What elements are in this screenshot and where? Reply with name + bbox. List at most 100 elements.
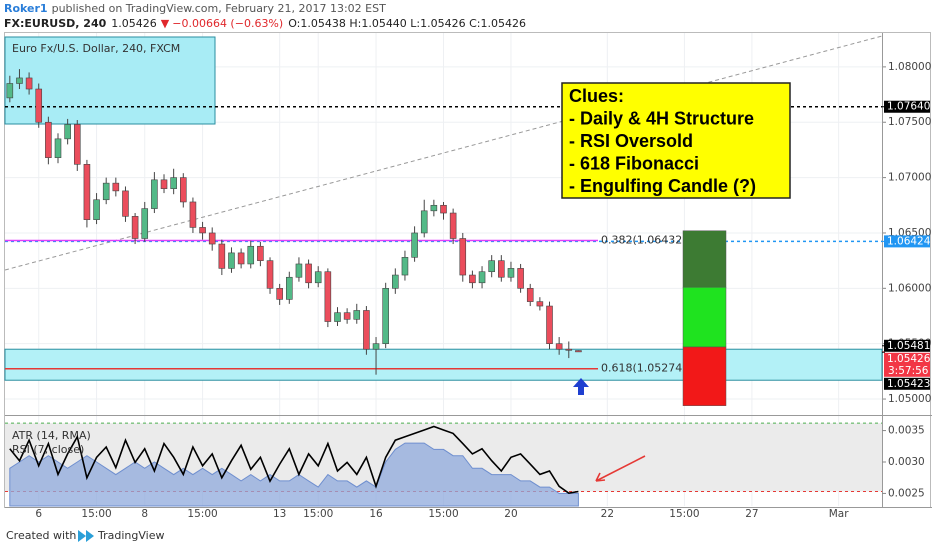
candle-body [517,268,524,289]
candle-body [83,164,91,220]
candle-body [122,190,129,217]
candle-body [170,177,177,189]
x-tick-label: 15:00 [669,508,699,520]
candle-body [314,271,322,284]
clue-line: Clues: [569,86,624,106]
candle-body [45,121,52,158]
indicator-pane: 0.0035 0.0030 0.0025 ATR (14, RMA)RSI (7, c… [5,415,932,507]
y-tick-label: 0.0035 [888,425,925,437]
candle-body [555,343,563,350]
candle-body [247,245,255,265]
clue-box [561,82,791,199]
author: Roker1 [4,2,48,15]
candle-body [536,301,544,307]
candle-body [440,204,447,214]
candle-body [266,260,274,289]
change: −0.00664 (−0.63%) [172,17,283,30]
y-tick-label: 0.0025 [888,487,925,499]
candle-body [411,232,418,258]
x-tick-label: 15:00 [303,508,333,520]
price-label: 1.05481 [887,340,930,352]
price-label-box [884,339,930,352]
series-label: RSI (7, close) [12,443,84,456]
candle-body [73,124,81,165]
fib-label: 0.382(1.06432) [601,233,687,246]
profit-zone [682,286,727,348]
candle-body [25,77,33,90]
price-label-box [884,100,930,113]
candle-body [6,83,14,99]
y-tick-label: 0.0030 [888,456,925,468]
stop-zone [682,346,727,406]
y-tick-label: 1.06000 [888,282,931,294]
candle-body [565,348,573,351]
candle-body [324,271,332,322]
price-label-box [884,235,930,248]
y-tick-label: 1.05000 [888,393,931,405]
symbol: FX:EURUSD, 240 [4,17,107,30]
rsi-line [9,425,579,495]
x-tick-label: Mar [829,508,849,520]
candle-body [363,310,370,350]
candle-body [469,274,476,284]
candle-body [16,77,23,84]
candle-body [575,350,582,353]
candle-body [449,212,457,239]
x-tick-label: 22 [601,508,614,520]
candle-body [546,305,553,344]
support-zone [4,348,883,381]
candle-body [64,124,71,140]
x-tick-label: 6 [35,508,42,520]
x-tick-label: 15:00 [81,508,111,520]
brand-logo [78,530,94,542]
candle-body [102,182,110,201]
candle-body [420,210,428,234]
price-label-box [884,352,930,377]
x-tick-label: 15:00 [187,508,217,520]
header-line-2: FX:EURUSD, 240 1.05426 ▼ −0.00664 (−0.63%) O… [4,17,526,30]
fib-label: 0.618(1.05274) [601,362,687,375]
published: published on TradingView.com, February 2… [52,2,386,15]
candle-body [199,227,206,234]
footer-created: Created with [6,529,76,542]
candle-body [218,243,226,269]
trend-line [4,35,883,271]
candle-body [208,232,216,245]
atr-area [9,442,579,507]
candle-body [353,310,361,320]
x-tick-label: 16 [369,508,383,520]
price-label: 1.05426 [887,353,931,365]
header-line-1: Roker1 published on TradingView.com, Febr… [4,2,386,15]
candle-body [459,238,467,276]
candle-body [372,343,380,350]
target-zone [682,230,727,288]
candle-body [334,312,341,322]
candle-body [228,252,235,269]
clue-line: - 618 Fibonacci [569,153,699,173]
price-label-box [884,377,930,390]
candle-body [54,138,62,158]
main-pane: 1.080001.075001.070001.065001.060001.055… [4,33,932,520]
candle-body [35,88,43,123]
candle-body [430,204,438,212]
y-tick-label: 1.07000 [888,172,931,184]
candle-body [507,268,515,278]
clue-line: - RSI Oversold [569,131,693,151]
candle-body [488,260,495,273]
red-arrow [595,455,646,482]
ohlc: O:1.05438 H:1.05440 L:1.05426 C:1.05426 [288,17,526,30]
series-label: ATR (14, RMA) [12,429,91,442]
candle-body [93,199,100,220]
x-tick-label: 15:00 [428,508,458,520]
candle-body [237,252,245,265]
candle-body [526,288,534,302]
candle-body [498,260,505,278]
footer-brand: TradingView [97,529,164,542]
change-arrow: ▼ [161,17,170,30]
x-tick-label: 8 [141,508,148,520]
x-tick-label: 20 [504,508,517,520]
y-tick-label: 1.08000 [888,61,931,73]
clue-line: - Engulfing Candle (?) [569,176,756,196]
candle-body [151,179,158,209]
